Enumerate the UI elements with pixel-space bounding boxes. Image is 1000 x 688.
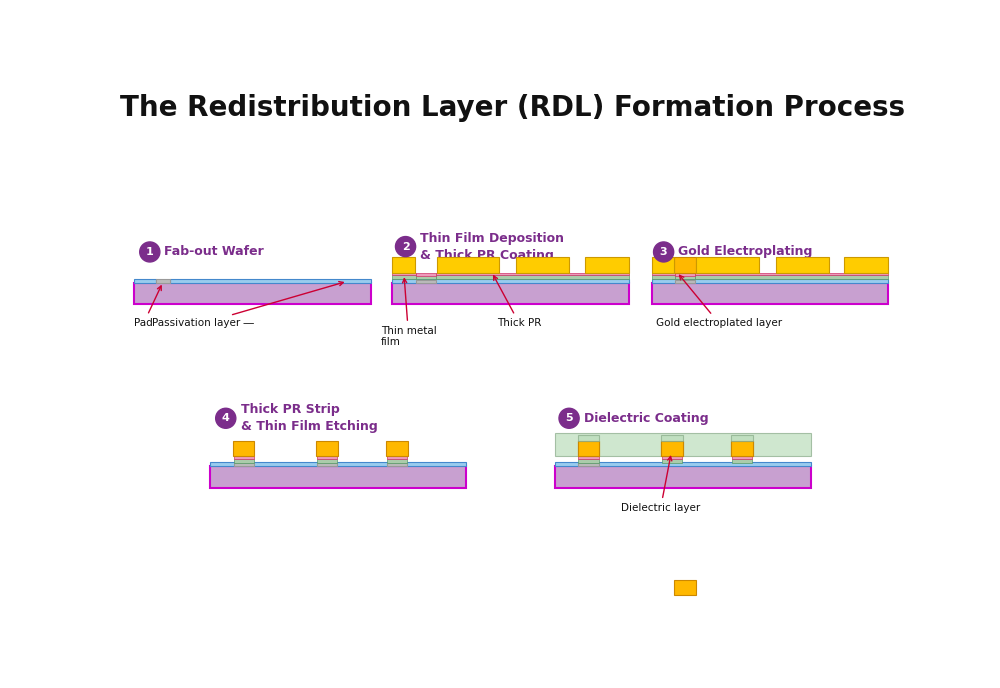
Bar xyxy=(661,436,683,440)
Bar xyxy=(732,459,752,462)
Bar xyxy=(170,279,371,283)
Bar xyxy=(652,275,675,279)
Bar xyxy=(387,456,407,460)
Text: 3: 3 xyxy=(660,247,667,257)
Bar xyxy=(731,440,753,456)
Bar xyxy=(156,279,170,283)
Text: Dielectric layer: Dielectric layer xyxy=(621,456,700,513)
Bar xyxy=(578,463,599,466)
Bar xyxy=(437,257,499,272)
Bar xyxy=(416,272,436,276)
Bar xyxy=(661,440,683,456)
Circle shape xyxy=(395,237,416,257)
Bar xyxy=(317,463,337,466)
Bar xyxy=(516,257,569,272)
Bar xyxy=(392,279,629,283)
Bar xyxy=(233,440,254,456)
Text: Thick PR: Thick PR xyxy=(494,276,541,328)
Bar xyxy=(392,275,416,279)
Bar xyxy=(392,272,416,275)
Bar xyxy=(661,440,683,456)
Bar xyxy=(652,283,888,304)
Bar xyxy=(674,257,696,272)
Bar xyxy=(585,257,629,272)
Circle shape xyxy=(140,242,160,262)
Bar xyxy=(317,456,337,460)
Bar xyxy=(652,279,888,283)
Bar xyxy=(316,440,338,456)
Bar xyxy=(436,272,629,275)
Bar xyxy=(555,433,811,456)
Bar xyxy=(578,440,599,456)
Text: Passivation layer ―: Passivation layer ― xyxy=(152,281,343,328)
Bar xyxy=(234,459,254,462)
Bar xyxy=(674,580,696,595)
Bar xyxy=(776,257,829,272)
Bar xyxy=(555,466,811,488)
Bar xyxy=(386,440,408,456)
Bar xyxy=(134,279,156,283)
Text: 4: 4 xyxy=(222,413,230,423)
Bar xyxy=(662,459,682,462)
Text: Thin Film Deposition
& Thick PR Coating: Thin Film Deposition & Thick PR Coating xyxy=(420,232,564,261)
Bar xyxy=(662,456,682,460)
Text: Gold Electroplating: Gold Electroplating xyxy=(678,246,813,259)
Text: 1: 1 xyxy=(146,247,154,257)
Bar xyxy=(416,280,436,283)
Bar xyxy=(844,257,888,272)
Text: 5: 5 xyxy=(565,413,573,423)
Text: 2: 2 xyxy=(402,241,409,252)
Bar xyxy=(578,440,599,456)
Circle shape xyxy=(216,408,236,429)
Bar xyxy=(695,272,888,275)
Bar xyxy=(652,257,674,272)
Bar xyxy=(675,280,695,283)
Bar xyxy=(578,456,599,460)
Bar xyxy=(210,466,466,488)
Circle shape xyxy=(559,408,579,429)
Bar xyxy=(578,436,599,440)
Bar xyxy=(675,275,695,279)
Bar xyxy=(436,275,629,279)
Bar xyxy=(731,436,753,440)
Text: Gold electroplated layer: Gold electroplated layer xyxy=(656,275,782,328)
Text: Fab-out Wafer: Fab-out Wafer xyxy=(164,246,264,259)
Circle shape xyxy=(654,242,674,262)
Bar xyxy=(578,459,599,462)
Bar xyxy=(652,272,675,275)
Text: Thin metal
film: Thin metal film xyxy=(381,279,436,347)
Bar xyxy=(675,272,695,276)
Bar xyxy=(387,459,407,462)
Text: Pad: Pad xyxy=(134,286,161,328)
Bar xyxy=(134,283,371,304)
Bar xyxy=(210,462,466,466)
Bar xyxy=(696,257,759,272)
Bar xyxy=(695,275,888,279)
Bar xyxy=(234,463,254,466)
Bar xyxy=(392,257,415,272)
Bar xyxy=(317,459,337,462)
Text: Dielectric Coating: Dielectric Coating xyxy=(584,412,708,424)
Text: Thick PR Strip
& Thin Film Etching: Thick PR Strip & Thin Film Etching xyxy=(241,403,378,433)
Bar xyxy=(555,462,811,466)
Bar xyxy=(387,463,407,466)
Bar xyxy=(416,275,436,279)
Bar xyxy=(732,456,752,460)
Bar xyxy=(234,456,254,460)
Bar xyxy=(731,440,753,456)
Text: The Redistribution Layer (RDL) Formation Process: The Redistribution Layer (RDL) Formation… xyxy=(120,94,905,122)
Bar xyxy=(392,283,629,304)
